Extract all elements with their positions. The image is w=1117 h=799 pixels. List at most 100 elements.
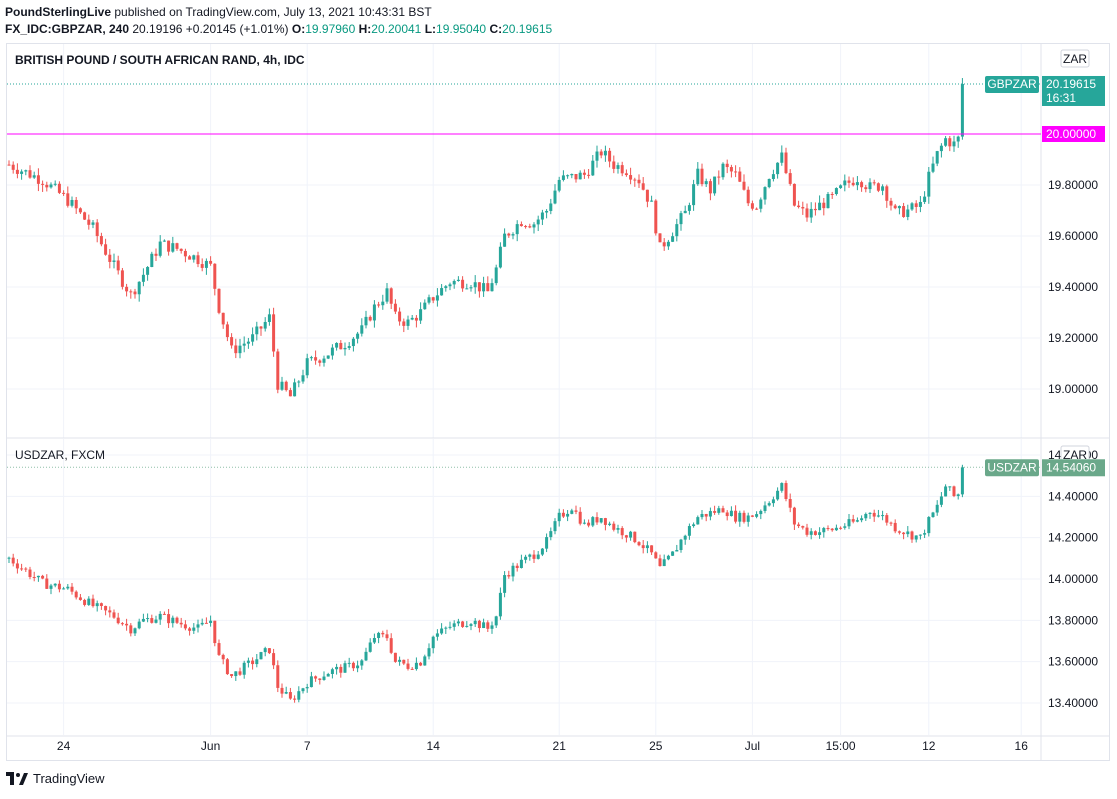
candle-body[interactable] (288, 692, 292, 699)
candle-body[interactable] (410, 668, 414, 670)
candle-body[interactable] (948, 138, 952, 147)
candle-body[interactable] (717, 176, 721, 178)
candle-body[interactable] (549, 531, 553, 538)
candle-body[interactable] (801, 207, 805, 209)
candle-body[interactable] (624, 173, 628, 176)
candle-body[interactable] (805, 208, 809, 218)
candle-body[interactable] (834, 188, 838, 195)
candle-body[interactable] (818, 202, 822, 211)
candle-body[interactable] (746, 189, 750, 204)
candle-body[interactable] (662, 242, 666, 247)
candle-body[interactable] (7, 164, 11, 166)
candle-body[interactable] (641, 183, 645, 190)
candle-body[interactable] (582, 172, 586, 175)
candle-body[interactable] (431, 297, 435, 301)
candle-body[interactable] (721, 163, 725, 178)
candle-body[interactable] (771, 174, 775, 180)
candle-body[interactable] (742, 181, 746, 190)
candle-body[interactable] (125, 286, 129, 292)
candle-body[interactable] (297, 691, 301, 700)
candle-body[interactable] (175, 243, 179, 249)
candle-body[interactable] (725, 163, 729, 168)
candle-body[interactable] (414, 317, 418, 321)
candle-body[interactable] (918, 201, 922, 207)
candle-body[interactable] (465, 288, 469, 290)
candle-body[interactable] (112, 612, 116, 618)
candle-body[interactable] (473, 282, 477, 288)
candle-body[interactable] (322, 676, 326, 680)
candle-body[interactable] (32, 577, 36, 579)
candle-body[interactable] (183, 250, 187, 257)
candle-body[interactable] (885, 186, 889, 201)
candle-body[interactable] (242, 343, 246, 346)
candle-body[interactable] (402, 321, 406, 326)
candle-body[interactable] (528, 226, 532, 228)
candle-body[interactable] (570, 510, 574, 514)
candle-body[interactable] (356, 665, 360, 669)
candle-body[interactable] (246, 341, 250, 344)
candle-body[interactable] (427, 648, 431, 657)
candle-body[interactable] (683, 535, 687, 540)
candle-body[interactable] (91, 598, 95, 607)
candle-body[interactable] (83, 212, 87, 220)
candle-body[interactable] (70, 586, 74, 592)
candle-body[interactable] (66, 193, 70, 206)
candle-body[interactable] (574, 173, 578, 180)
candle-body[interactable] (822, 202, 826, 209)
candle-body[interactable] (137, 281, 141, 295)
candle-body[interactable] (788, 173, 792, 184)
candle-body[interactable] (259, 652, 263, 660)
candle-body[interactable] (351, 662, 355, 669)
candle-body[interactable] (318, 678, 322, 680)
candle-body[interactable] (45, 184, 49, 188)
candle-body[interactable] (918, 534, 922, 536)
candle-body[interactable] (473, 620, 477, 625)
candle-body[interactable] (889, 522, 893, 524)
candle-body[interactable] (171, 617, 175, 624)
candle-body[interactable] (608, 523, 612, 525)
candle-body[interactable] (175, 617, 179, 623)
candle-body[interactable] (494, 267, 498, 284)
candle-body[interactable] (15, 169, 19, 174)
candle-body[interactable] (696, 168, 700, 185)
candle-body[interactable] (679, 539, 683, 550)
candle-body[interactable] (162, 613, 166, 615)
candle-body[interactable] (612, 161, 616, 169)
candle-body[interactable] (200, 622, 204, 625)
candle-body[interactable] (234, 671, 238, 677)
candle-body[interactable] (452, 280, 456, 285)
candle-body[interactable] (809, 531, 813, 535)
candle-body[interactable] (53, 183, 57, 185)
candle-body[interactable] (486, 622, 490, 629)
candle-body[interactable] (57, 583, 61, 590)
candle-body[interactable] (797, 524, 801, 527)
candle-body[interactable] (704, 513, 708, 517)
candle-body[interactable] (288, 390, 292, 397)
candle-body[interactable] (347, 662, 351, 664)
candle-body[interactable] (889, 200, 893, 206)
candle-body[interactable] (574, 510, 578, 512)
candle-body[interactable] (960, 83, 964, 137)
candle-body[interactable] (41, 575, 45, 579)
candle-body[interactable] (666, 555, 670, 560)
candle-body[interactable] (167, 614, 171, 624)
candle-body[interactable] (104, 244, 108, 255)
candle-body[interactable] (629, 531, 633, 538)
candle-body[interactable] (297, 381, 301, 383)
candle-body[interactable] (532, 554, 536, 559)
candle-body[interactable] (251, 660, 255, 665)
candle-body[interactable] (11, 164, 15, 170)
candle-body[interactable] (700, 513, 704, 518)
candle-body[interactable] (32, 175, 36, 178)
candle-body[interactable] (860, 182, 864, 188)
candle-body[interactable] (158, 241, 162, 256)
candle-body[interactable] (855, 182, 859, 186)
candle-body[interactable] (545, 537, 549, 549)
candle-body[interactable] (839, 185, 843, 189)
candle-body[interactable] (536, 219, 540, 225)
candle-body[interactable] (360, 325, 364, 334)
candle-body[interactable] (876, 183, 880, 191)
candle-body[interactable] (498, 592, 502, 617)
candle-body[interactable] (444, 627, 448, 629)
candle-body[interactable] (851, 519, 855, 522)
